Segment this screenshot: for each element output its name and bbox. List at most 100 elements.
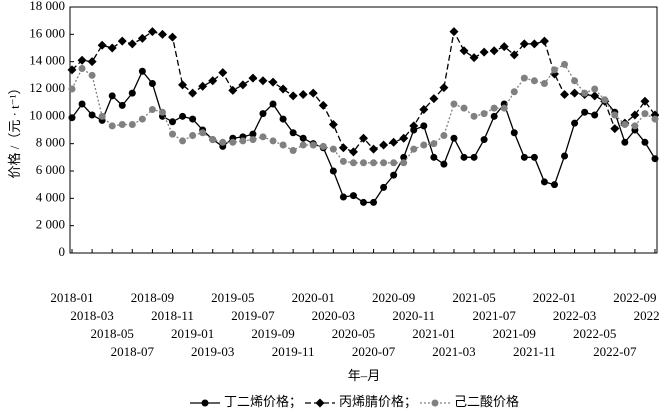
marker	[501, 105, 508, 112]
x-tick-label: 2018-01	[50, 290, 93, 305]
marker	[109, 122, 116, 129]
y-tick-label: 0	[59, 244, 66, 259]
marker	[299, 90, 308, 99]
marker	[300, 135, 307, 142]
marker	[259, 110, 266, 117]
marker	[259, 133, 266, 140]
marker	[420, 142, 427, 149]
x-tick-label: 2020-09	[372, 290, 415, 305]
marker	[118, 37, 127, 46]
marker	[450, 101, 457, 108]
marker	[591, 86, 598, 93]
marker	[631, 122, 638, 129]
marker	[202, 400, 209, 407]
series	[69, 61, 659, 166]
x-tick-label: 2020-11	[392, 308, 435, 323]
marker	[229, 139, 236, 146]
x-tick-label: 2021-09	[493, 326, 536, 341]
x-tick-label: 2019-07	[231, 308, 275, 323]
marker	[300, 142, 307, 149]
marker	[316, 399, 325, 408]
marker	[461, 154, 468, 161]
marker	[198, 82, 207, 91]
marker	[258, 76, 267, 85]
marker	[89, 111, 96, 118]
x-tick-label: 2019-05	[211, 290, 254, 305]
marker	[369, 145, 378, 154]
x-tick-label: 2019-09	[251, 326, 294, 341]
marker	[551, 66, 558, 73]
marker	[621, 121, 628, 128]
marker	[159, 109, 166, 116]
marker	[641, 110, 648, 117]
x-tick-label: 2022-05	[573, 326, 616, 341]
marker	[449, 27, 458, 36]
marker	[551, 181, 558, 188]
marker	[430, 140, 437, 147]
x-tick-label: 2018-05	[91, 326, 134, 341]
marker	[138, 34, 147, 43]
marker	[590, 91, 599, 100]
marker	[652, 116, 659, 123]
marker	[481, 136, 488, 143]
marker	[429, 94, 438, 103]
marker	[591, 111, 598, 118]
marker	[432, 400, 439, 407]
marker	[570, 89, 579, 98]
y-tick-label: 12 000	[29, 80, 65, 95]
marker	[119, 102, 126, 109]
x-tick-label: 2021-05	[452, 290, 495, 305]
marker	[239, 137, 246, 144]
marker	[610, 124, 619, 133]
marker	[581, 109, 588, 116]
marker	[149, 106, 156, 113]
marker	[330, 168, 337, 175]
x-tick-label: 2021-07	[473, 308, 517, 323]
marker	[440, 161, 447, 168]
marker	[470, 53, 479, 62]
marker	[491, 105, 498, 112]
marker	[309, 89, 318, 98]
x-tick-label: 2021-01	[412, 326, 455, 341]
x-tick-label: 2022-09	[613, 290, 656, 305]
marker	[390, 159, 397, 166]
marker	[491, 113, 498, 120]
x-tick-label: 2019-03	[191, 344, 234, 359]
marker	[460, 46, 469, 55]
x-axis-title: 年–月	[348, 368, 381, 383]
marker	[209, 136, 216, 143]
marker	[199, 129, 206, 136]
marker	[481, 110, 488, 117]
x-tick-label: 2018-09	[131, 290, 174, 305]
legend-label: 丁二烯价格；	[224, 394, 302, 410]
marker	[129, 90, 136, 97]
y-tick-label: 14 000	[29, 53, 65, 68]
marker	[530, 39, 539, 48]
x-tick-label: 2022-11	[634, 308, 659, 323]
marker	[329, 120, 338, 129]
marker	[330, 146, 337, 153]
marker	[390, 172, 397, 179]
marker	[189, 132, 196, 139]
marker	[69, 86, 76, 93]
marker	[540, 37, 549, 46]
marker	[581, 90, 588, 97]
marker	[410, 146, 417, 153]
marker	[280, 142, 287, 149]
marker	[290, 147, 297, 154]
x-tick-label: 2022-03	[553, 308, 596, 323]
marker	[360, 159, 367, 166]
marker	[319, 101, 328, 110]
marker	[480, 48, 489, 57]
x-tick-label: 2018-11	[151, 308, 194, 323]
marker	[641, 139, 648, 146]
marker	[521, 75, 528, 82]
x-tick-label: 2020-03	[312, 308, 355, 323]
marker	[188, 89, 197, 98]
x-tick-label: 2020-07	[352, 344, 396, 359]
marker	[461, 105, 468, 112]
marker	[279, 85, 288, 94]
marker	[541, 80, 548, 87]
marker	[350, 159, 357, 166]
